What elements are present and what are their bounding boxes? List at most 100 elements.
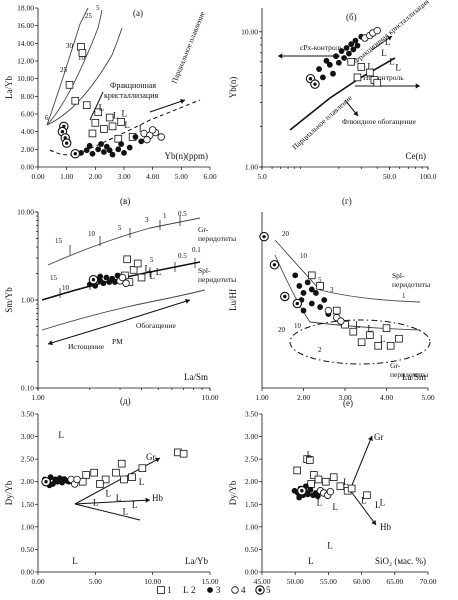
data-point bbox=[90, 468, 98, 477]
annotation-gr: Gr- bbox=[390, 361, 401, 370]
melt-label: 3 bbox=[145, 216, 149, 224]
data-point bbox=[297, 485, 307, 496]
data-point: L bbox=[367, 61, 373, 71]
arrow-head bbox=[415, 83, 420, 89]
data-point: L bbox=[395, 62, 401, 72]
x-tick-label: 10.00 bbox=[144, 577, 161, 586]
marker-dot bbox=[272, 263, 277, 267]
series-circle-filled bbox=[316, 33, 365, 81]
melt-label: 10 bbox=[294, 322, 302, 330]
data-point bbox=[314, 475, 323, 484]
data-point bbox=[106, 147, 113, 154]
data-point bbox=[41, 476, 51, 487]
y-tick-label: 1.00 bbox=[21, 296, 34, 305]
annotation-partial-melting: Парциальное плавление bbox=[170, 9, 207, 84]
data-point bbox=[386, 341, 395, 350]
annotation-gr: Gr bbox=[374, 432, 384, 442]
data-point bbox=[306, 456, 314, 464]
melting-curve bbox=[46, 7, 89, 126]
series-circle-open bbox=[361, 26, 381, 42]
melt-label: 20 bbox=[282, 230, 290, 238]
chart-panel-d: 0.00 5.00 10.00 15.00 0.00 0.50 1.00 1.50 2.00 2.… bbox=[4, 396, 219, 586]
data-point bbox=[300, 307, 307, 314]
data-point: L bbox=[385, 37, 391, 47]
data-point bbox=[330, 70, 336, 77]
arrow-head bbox=[387, 36, 392, 41]
series-square-open bbox=[307, 271, 403, 350]
legend-item: 3 bbox=[207, 585, 221, 595]
data-point bbox=[343, 45, 350, 51]
x-tick-label: 1.00 bbox=[60, 172, 73, 181]
x-axis-label: La/Sm bbox=[402, 372, 426, 382]
y-tick-label: 0.50 bbox=[245, 545, 258, 554]
data-point bbox=[123, 255, 131, 264]
arrow-head bbox=[180, 98, 185, 104]
melt-label: 3 bbox=[330, 286, 334, 294]
spl-curve bbox=[274, 239, 421, 303]
x-tick-label: 4.00 bbox=[146, 172, 159, 181]
data-point bbox=[269, 260, 280, 270]
data-point bbox=[129, 266, 138, 274]
annotation-gr: Gr- bbox=[198, 225, 209, 234]
arrow-head bbox=[371, 520, 376, 525]
data-point bbox=[319, 74, 326, 81]
data-point bbox=[120, 475, 128, 484]
data-point bbox=[316, 282, 324, 290]
data-point: L bbox=[307, 450, 313, 460]
data-point bbox=[348, 41, 355, 48]
series-circle-filled bbox=[78, 134, 145, 158]
y-axis-label: Yb(n) bbox=[228, 77, 238, 99]
data-point: L bbox=[116, 493, 122, 503]
annotation-fractional: кристаллизация bbox=[104, 91, 158, 100]
field-outline bbox=[289, 319, 431, 365]
y-tick-label: 18.00 bbox=[17, 4, 34, 13]
data-point bbox=[347, 484, 356, 493]
gr-curve bbox=[274, 254, 421, 331]
trend-line bbox=[289, 57, 396, 131]
data-point bbox=[307, 480, 315, 488]
data-point bbox=[317, 304, 323, 310]
data-point: L bbox=[132, 500, 138, 510]
series-circle-filled bbox=[292, 272, 332, 317]
pm-line bbox=[41, 289, 206, 331]
panel-label: (д) bbox=[120, 396, 131, 406]
panel-label: (в) bbox=[120, 196, 130, 206]
legend-symbol bbox=[157, 586, 165, 594]
data-point bbox=[132, 134, 139, 140]
arrow-line bbox=[149, 99, 186, 113]
melt-label: 2 bbox=[318, 346, 322, 354]
legend-item: 5 bbox=[255, 585, 271, 595]
marker-dot bbox=[313, 82, 317, 86]
y-axis-label: La/Yb bbox=[4, 76, 14, 99]
data-point bbox=[296, 494, 303, 501]
data-point bbox=[326, 61, 333, 68]
data-point bbox=[292, 272, 299, 279]
y-tick-label: 0.00 bbox=[21, 163, 34, 172]
data-point bbox=[100, 125, 108, 133]
series-circle-dot bbox=[297, 485, 307, 496]
y-tick-label: 1.00 bbox=[21, 522, 34, 531]
arrow-line bbox=[349, 435, 373, 491]
x-axis-label: La/Yb bbox=[185, 556, 208, 566]
data-point: L bbox=[72, 556, 78, 566]
curve-label: 10 bbox=[78, 54, 86, 62]
data-point bbox=[308, 286, 315, 293]
data-point bbox=[88, 274, 99, 285]
x-tick-label: 50.00 bbox=[287, 577, 304, 586]
marker-dot bbox=[258, 588, 262, 592]
data-point bbox=[91, 119, 100, 127]
data-point bbox=[100, 280, 107, 287]
series-circle-open bbox=[316, 487, 335, 499]
data-point bbox=[321, 297, 328, 303]
data-point: L bbox=[58, 430, 64, 440]
melt-label: 10 bbox=[300, 252, 308, 260]
data-point: L bbox=[139, 477, 145, 487]
data-point bbox=[61, 138, 72, 148]
data-point bbox=[353, 73, 362, 82]
data-point bbox=[82, 471, 90, 479]
y-tick-label: 0.00 bbox=[21, 568, 34, 577]
data-point bbox=[70, 149, 81, 159]
